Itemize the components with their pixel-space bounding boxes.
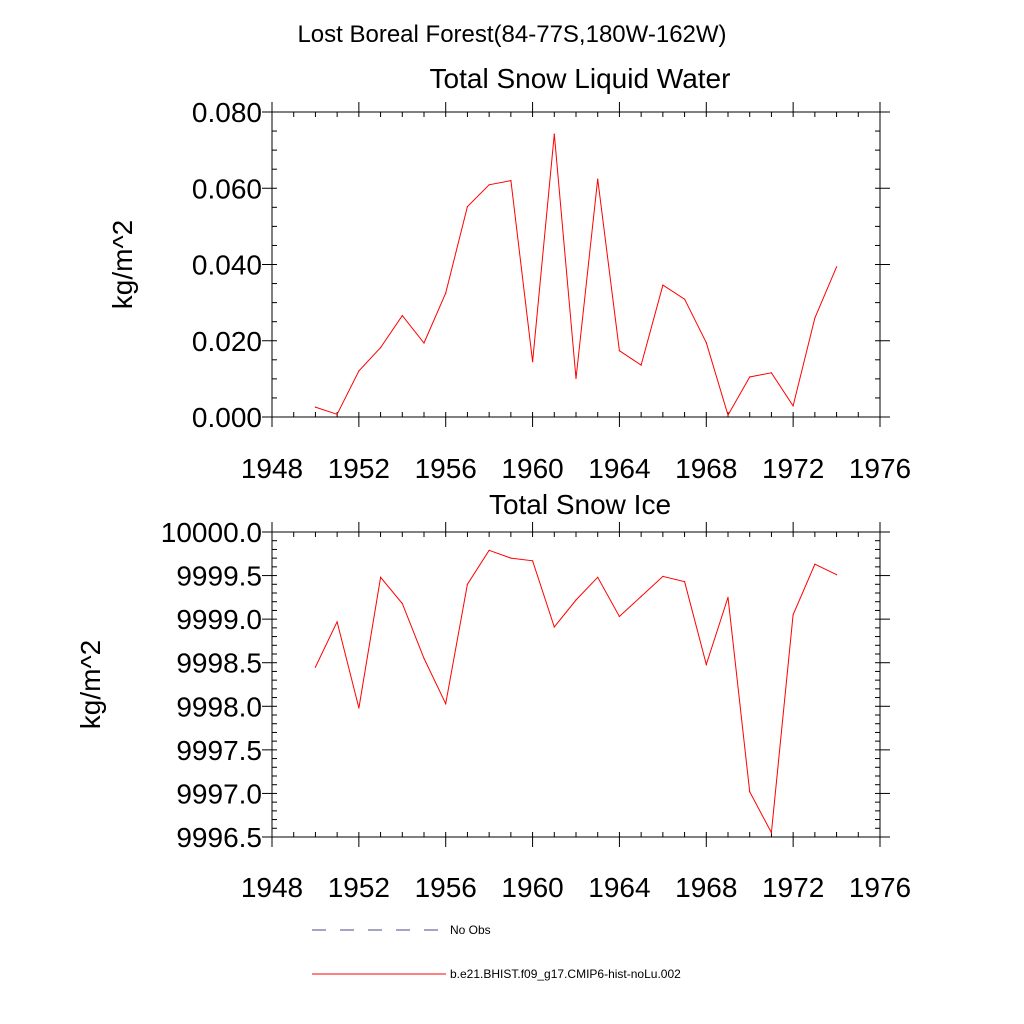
y-tick-label: 0.000 (192, 402, 262, 433)
y-tick-label: 9998.5 (176, 648, 262, 679)
y-tick-label: 0.080 (192, 97, 262, 128)
x-tick-label: 1952 (328, 872, 390, 903)
x-tick-label: 1976 (849, 872, 911, 903)
data-point (575, 599, 577, 601)
data-point (618, 615, 621, 618)
data-point (770, 372, 773, 374)
data-point (640, 595, 642, 598)
data-point (532, 560, 534, 562)
data-point (662, 575, 664, 578)
data-point (749, 791, 751, 793)
data-point (510, 557, 512, 559)
y-tick-label: 9997.5 (176, 735, 262, 766)
plot-panel-1: Total Snow Liquid Water 1948 1952 1956 1960 1… (107, 63, 911, 484)
data-point (749, 376, 751, 378)
data-point (814, 563, 816, 565)
x-tick-label: 1964 (588, 872, 650, 903)
y-tick-label: 9997.0 (176, 778, 262, 809)
data-point (727, 596, 729, 599)
data-point (445, 703, 447, 705)
data-point (597, 178, 599, 180)
y-tick-label: 9996.5 (176, 822, 262, 853)
x-tick-label: 1976 (849, 453, 911, 484)
y-tick-label: 9999.5 (176, 561, 262, 592)
panel-title: Total Snow Liquid Water (430, 63, 731, 94)
data-point (662, 284, 664, 286)
data-point (466, 583, 468, 585)
data-point (445, 292, 447, 294)
data-point (423, 342, 425, 344)
x-tick-label: 1948 (241, 872, 303, 903)
x-tick-label: 1960 (501, 872, 563, 903)
y-tick-label: 0.060 (192, 173, 262, 204)
data-point (770, 832, 773, 834)
y-tick-label: 0.040 (192, 250, 262, 281)
data-point (488, 184, 490, 186)
data-point (336, 413, 338, 415)
series-line (315, 134, 838, 417)
data-point (488, 549, 490, 551)
legend-item: b.e21.BHIST.f09_g17.CMIP6-hist-noLu.002 (312, 967, 681, 981)
data-point (510, 180, 512, 182)
series-line (314, 549, 837, 835)
y-tick-label: 0.020 (192, 326, 262, 357)
x-tick-label: 1964 (588, 453, 650, 484)
data-point (705, 663, 707, 666)
data-point (401, 315, 403, 317)
x-tick-label: 1956 (415, 453, 477, 484)
data-point (836, 266, 838, 268)
data-point (336, 621, 338, 623)
data-point (727, 414, 729, 416)
plot-panel-2: Total Snow Ice 1948 1952 1956 1960 1964 1968 19… (75, 489, 911, 903)
panel-title: Total Snow Ice (489, 489, 671, 520)
data-point (575, 377, 577, 380)
x-tick-label: 1956 (415, 872, 477, 903)
data-point (792, 405, 794, 407)
y-tick-label: 9998.0 (176, 691, 262, 722)
data-point (553, 133, 555, 135)
data-point (792, 614, 794, 616)
x-tick-label: 1948 (241, 453, 303, 484)
x-tick-label: 1972 (762, 872, 824, 903)
legend-item: No Obs (312, 923, 491, 937)
y-axis-label: kg/m^2 (75, 640, 106, 729)
page-title: Lost Boreal Forest(84-77S,180W-162W) (297, 21, 726, 48)
x-tick-label: 1960 (501, 453, 563, 484)
data-point (553, 626, 555, 628)
plot-frame (271, 111, 881, 418)
data-point (684, 298, 686, 300)
y-tick-label: 9999.0 (176, 604, 262, 635)
data-point (358, 707, 360, 709)
data-point (314, 406, 316, 408)
legend-label: b.e21.BHIST.f09_g17.CMIP6-hist-noLu.002 (450, 967, 681, 981)
data-point (380, 576, 382, 578)
x-tick-label: 1968 (675, 872, 737, 903)
data-point (314, 666, 316, 668)
data-point (640, 364, 642, 366)
data-point (597, 576, 599, 578)
y-tick-label: 10000.0 (161, 517, 262, 548)
data-point (705, 342, 707, 344)
x-tick-label: 1972 (762, 453, 824, 484)
data-point (380, 347, 382, 349)
data-point (358, 370, 360, 372)
x-tick-label: 1952 (328, 453, 390, 484)
legend-label: No Obs (450, 923, 491, 937)
data-point (532, 361, 534, 363)
data-point (684, 581, 686, 583)
data-point (466, 206, 468, 208)
data-point (814, 317, 816, 319)
data-point (401, 602, 403, 605)
data-point (618, 350, 621, 352)
y-axis-label: kg/m^2 (107, 220, 138, 309)
x-tick-label: 1968 (675, 453, 737, 484)
data-point (836, 574, 838, 576)
data-point (423, 657, 425, 660)
